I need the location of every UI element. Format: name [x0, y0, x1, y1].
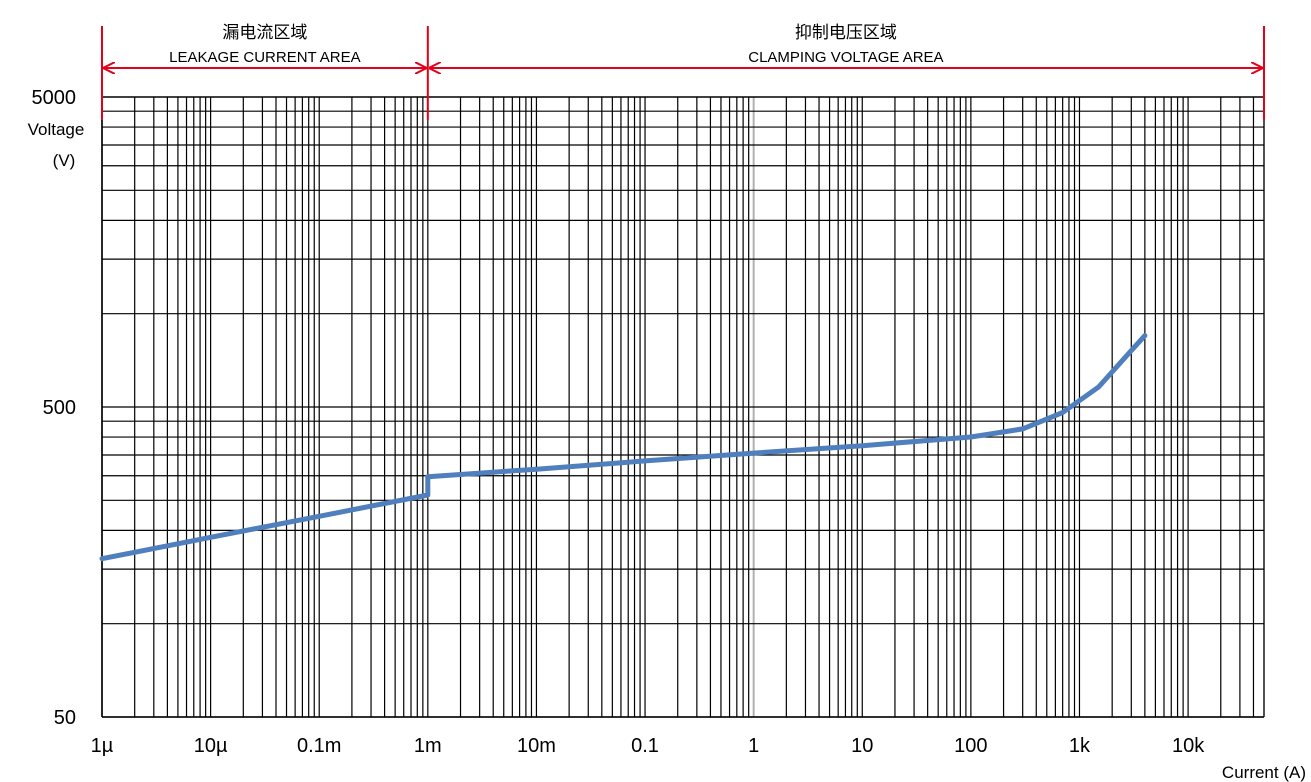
x-tick-label: 1µ [91, 735, 114, 757]
region-label-en: CLAMPING VOLTAGE AREA [748, 49, 943, 66]
x-tick-label: 1m [414, 735, 442, 757]
x-tick-label: 0.1m [297, 735, 341, 757]
x-axis-title: Current (A) [1222, 763, 1306, 782]
y-tick-label: 5000 [32, 87, 77, 109]
x-tick-label: 10k [1172, 735, 1205, 757]
x-tick-label: 10µ [194, 735, 228, 757]
x-tick-label: 10m [517, 735, 556, 757]
x-tick-label: 100 [954, 735, 987, 757]
x-tick-labels: 1µ 10µ 0.1m 1m 10m 0.1 1 10 100 1k 10k [91, 735, 1206, 757]
x-tick-label: 1k [1069, 735, 1091, 757]
region-label-cn: 漏电流区域 [222, 23, 307, 42]
region-annotations: 漏电流区域 LEAKAGE CURRENT AREA 抑制电压区域 CLAMPING … [101, 23, 1265, 120]
region-label-cn: 抑制电压区域 [795, 23, 897, 42]
x-tick-label: 1 [748, 735, 759, 757]
series-line-0 [99, 333, 1148, 562]
y-tick-label: 500 [43, 397, 76, 419]
x-tick-label: 0.1 [631, 735, 659, 757]
y-axis-title-line1: Voltage [28, 120, 85, 139]
region-label-en: LEAKAGE CURRENT AREA [169, 49, 360, 66]
x-tick-label: 10 [851, 735, 873, 757]
y-tick-labels: 5000 500 50 [32, 87, 77, 729]
y-tick-label: 50 [54, 707, 76, 729]
plot-grid [101, 96, 1265, 718]
series-group [99, 333, 1148, 562]
y-axis-title-line2: (V) [53, 151, 76, 170]
